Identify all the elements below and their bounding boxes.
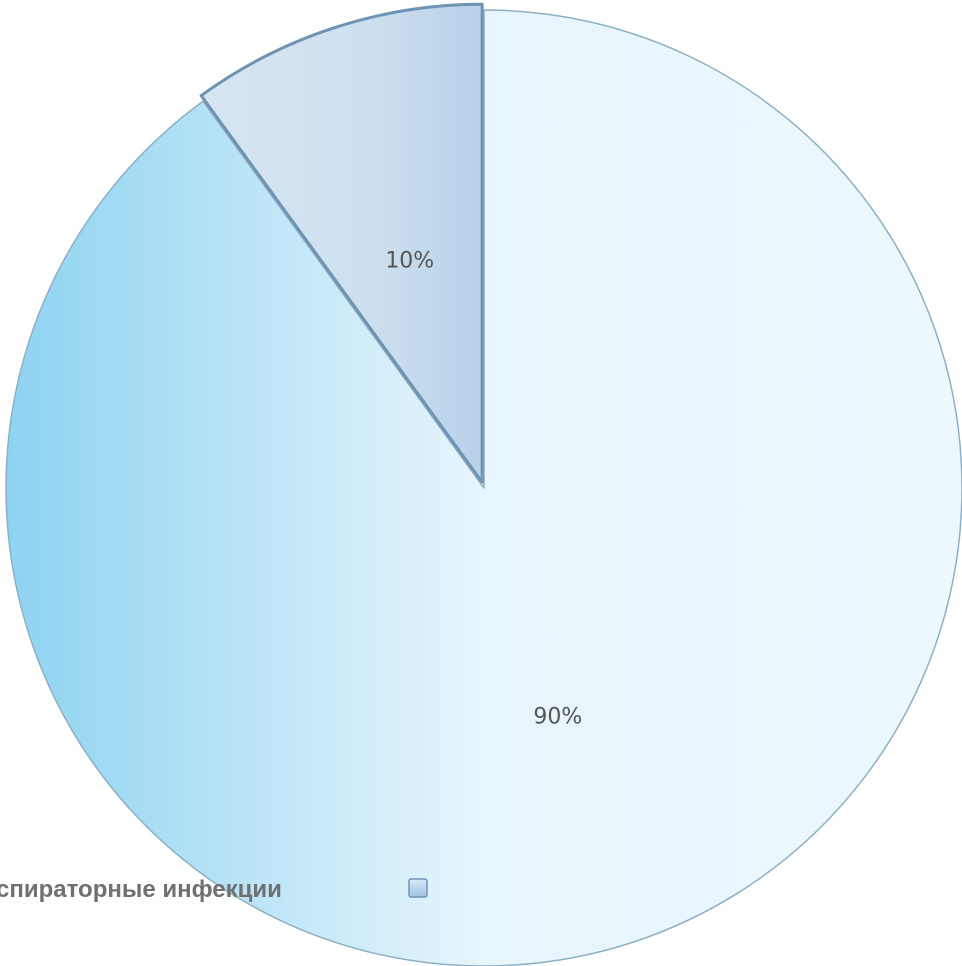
pie-slices (5, 2, 962, 966)
pie-slice-90 (5, 9, 962, 966)
legend-swatch (408, 878, 428, 898)
legend-label: спираторные инфекции (0, 876, 282, 903)
pie-slice-10 (199, 2, 484, 484)
pie-slice-label-10: 10% (385, 249, 434, 274)
pie-slice-label-90: 90% (533, 704, 582, 729)
pie-slice-labels: 90% 10% (385, 249, 582, 730)
legend: спираторные инфекции (0, 876, 428, 903)
